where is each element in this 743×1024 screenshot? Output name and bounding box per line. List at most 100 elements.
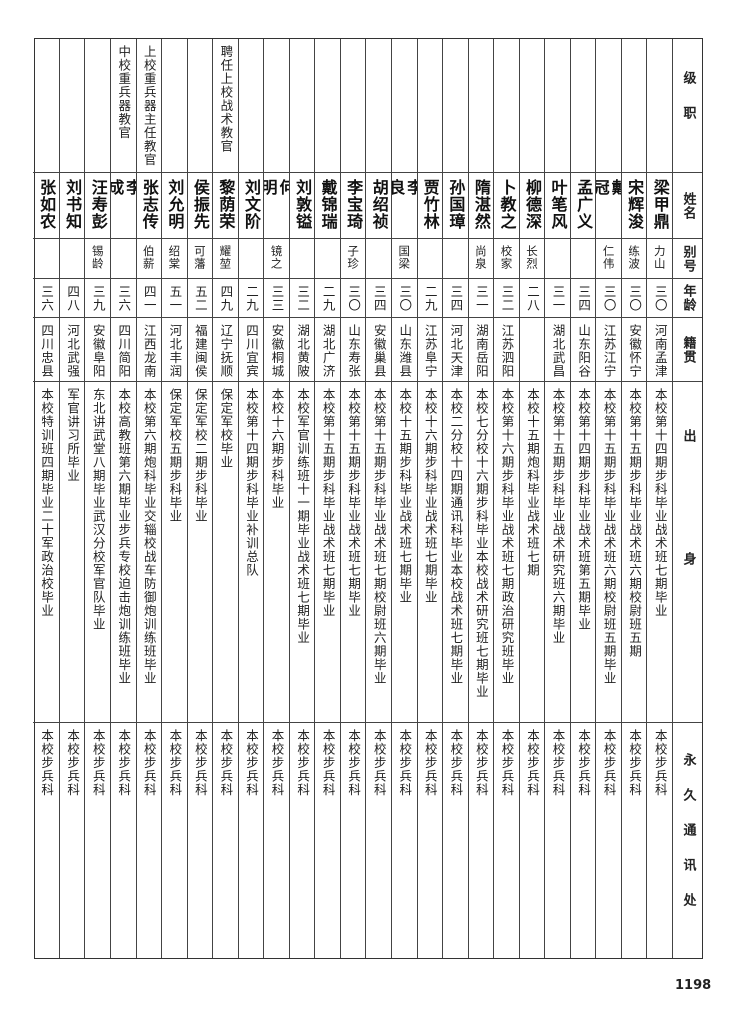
header-cell-name: 姓名 bbox=[673, 173, 702, 239]
cell-alias: 锡龄 bbox=[85, 239, 110, 279]
person-age: 三六 bbox=[116, 285, 132, 312]
header-label-alias: 别号 bbox=[680, 244, 696, 273]
person-age: 四一 bbox=[141, 285, 157, 312]
cell-origin: 本校第十六期步科毕业战术班七期政治研究班毕业 bbox=[494, 382, 519, 723]
person-age: 三一 bbox=[473, 285, 489, 312]
person-column: 孟广义 三四 山东阳谷 本校第十四期步科毕业战术班第五期毕业 本校步兵科 bbox=[569, 39, 596, 958]
cell-native: 河北丰润 bbox=[162, 318, 187, 382]
person-origin: 保定军校毕业 bbox=[218, 388, 234, 469]
cell-native: 湖北武昌 bbox=[545, 318, 570, 382]
person-name: 孟广义 bbox=[574, 179, 594, 230]
person-native: 安徽桐城 bbox=[269, 324, 285, 378]
person-age: 三四 bbox=[576, 285, 592, 312]
person-age: 三六 bbox=[39, 285, 55, 312]
header-label-native: 籍贯 bbox=[680, 335, 696, 364]
person-column: 戴冠 仁伟 三〇 江苏江宁 本校第十五期步科毕业战术班六期校尉班五期毕业 本校步兵科 bbox=[595, 39, 621, 958]
cell-origin: 保定军校毕业 bbox=[213, 382, 238, 723]
person-name: 卜教之 bbox=[497, 179, 517, 230]
cell-name: 汪寿彭 bbox=[85, 173, 110, 239]
person-native: 安徽巢县 bbox=[371, 324, 387, 378]
person-native: 福建闽侯 bbox=[192, 324, 208, 378]
person-name: 侯振先 bbox=[190, 179, 210, 230]
person-age: 三〇 bbox=[627, 285, 643, 312]
cell-alias bbox=[315, 239, 340, 279]
person-origin: 本校特训班四期毕业二十军政治校毕业 bbox=[39, 388, 55, 618]
cell-alias bbox=[366, 239, 391, 279]
person-native: 山东阳谷 bbox=[576, 324, 592, 378]
person-name: 黎荫荣 bbox=[216, 179, 236, 230]
person-native: 山东潍县 bbox=[397, 324, 413, 378]
cell-origin: 本校十五期炮科毕业战术班七期 bbox=[519, 382, 545, 723]
person-origin: 本校十六期步科毕业 bbox=[269, 388, 285, 510]
cell-rank bbox=[545, 39, 570, 173]
person-native: 湖南岳阳 bbox=[473, 324, 489, 378]
cell-alias bbox=[59, 239, 85, 279]
person-rank: 中校重兵器教官 bbox=[116, 45, 132, 140]
cell-age: 二八 bbox=[519, 279, 545, 318]
cell-name: 张志传 bbox=[136, 173, 162, 239]
person-name: 刘允明 bbox=[165, 179, 185, 230]
person-column: 隋湛然 尚泉 三一 湖南岳阳 本校七分校十六期步科毕业本校战术研究班七期毕业 本校步兵科 bbox=[467, 39, 494, 958]
person-origin: 本校十五期炮科毕业战术班七期 bbox=[524, 388, 540, 577]
person-native: 安徽阜阳 bbox=[90, 324, 106, 378]
person-origin: 本校第十六期步科毕业战术班七期政治研究班毕业 bbox=[499, 388, 515, 685]
cell-native: 江苏泗阳 bbox=[494, 318, 519, 382]
cell-native: 安徽桐城 bbox=[264, 318, 289, 382]
cell-origin: 保定军校五期步科毕业 bbox=[162, 382, 187, 723]
cell-name: 李良 bbox=[391, 173, 417, 239]
person-column: 李宝琦 子珍 三〇 山东寿张 本校第十五期步科毕业战术班七期毕业 本校步兵科 bbox=[339, 39, 366, 958]
person-address: 本校步兵科 bbox=[346, 729, 362, 797]
person-age: 四九 bbox=[218, 285, 234, 312]
cell-alias: 镜之 bbox=[264, 239, 289, 279]
person-origin: 本校二分校十四期通讯科毕业本校战术班七期毕业 bbox=[448, 388, 464, 685]
cell-native: 山东潍县 bbox=[391, 318, 417, 382]
cell-name: 刘允明 bbox=[162, 173, 187, 239]
person-name: 张志传 bbox=[139, 179, 159, 230]
person-origin: 本校第十四期步科毕业战术班七期毕业 bbox=[652, 388, 668, 618]
cell-native: 湖北黄陂 bbox=[289, 318, 315, 382]
person-column: 中校重兵器教官 李成 三六 四川简阳 本校高教班第六期毕业步兵专校迫击炮训练班毕业 本校步… bbox=[109, 39, 136, 958]
person-age: 五一 bbox=[167, 285, 183, 312]
cell-address: 本校步兵科 bbox=[596, 723, 621, 958]
cell-rank bbox=[315, 39, 340, 173]
cell-rank: 聘任上校战术教官 bbox=[213, 39, 238, 173]
person-address: 本校步兵科 bbox=[576, 729, 592, 797]
person-origin: 本校军官训练班十一期毕业战术班七期毕业 bbox=[295, 388, 311, 645]
cell-name: 刘书知 bbox=[59, 173, 85, 239]
cell-age: 四八 bbox=[59, 279, 85, 318]
cell-address: 本校步兵科 bbox=[494, 723, 519, 958]
person-column: 李良 国梁 三〇 山东潍县 本校十五期步科毕业战术班七期毕业 本校步兵科 bbox=[390, 39, 417, 958]
cell-alias: 校家 bbox=[494, 239, 519, 279]
person-name: 张如农 bbox=[37, 179, 57, 230]
header-cell-native: 籍贯 bbox=[673, 318, 702, 382]
cell-origin: 保定军校二期步科毕业 bbox=[187, 382, 213, 723]
person-column: 宋辉浚 练波 三〇 安徽怀宁 本校第十五期步科毕业战术班六期校尉班五期 本校步兵科 bbox=[620, 39, 647, 958]
cell-native: 安徽巢县 bbox=[366, 318, 391, 382]
page-number: 1198 bbox=[675, 978, 712, 993]
cell-age: 三四 bbox=[570, 279, 596, 318]
person-origin: 本校第十五期步科毕业战术班七期毕业 bbox=[320, 388, 336, 618]
cell-rank bbox=[289, 39, 315, 173]
cell-name: 贾竹林 bbox=[417, 173, 443, 239]
cell-rank bbox=[596, 39, 621, 173]
cell-alias bbox=[33, 239, 59, 279]
cell-rank bbox=[238, 39, 264, 173]
person-name: 汪寿彭 bbox=[88, 179, 108, 230]
person-native: 辽宁抚顺 bbox=[218, 324, 234, 378]
cell-age: 三三 bbox=[264, 279, 289, 318]
cell-address: 本校步兵科 bbox=[162, 723, 187, 958]
header-column: 级职 姓名 别号 年龄 籍贯 出身 永久通讯处 bbox=[672, 39, 702, 958]
person-address: 本校步兵科 bbox=[627, 729, 643, 797]
person-age: 二九 bbox=[320, 285, 336, 312]
cell-origin: 本校第十五期步科毕业战术班七期毕业 bbox=[340, 382, 366, 723]
person-name: 刘文阶 bbox=[241, 179, 261, 230]
header-cell-age: 年龄 bbox=[673, 279, 702, 318]
person-name: 宋辉浚 bbox=[625, 179, 645, 230]
cell-address: 本校步兵科 bbox=[290, 723, 315, 958]
person-address: 本校步兵科 bbox=[448, 729, 464, 797]
cell-rank bbox=[85, 39, 110, 173]
cell-origin: 本校第十五期步科毕业战术班七期毕业 bbox=[315, 382, 340, 723]
cell-address: 本校步兵科 bbox=[85, 723, 110, 958]
cell-name: 戴锦瑞 bbox=[315, 173, 340, 239]
cell-age: 三〇 bbox=[340, 279, 366, 318]
